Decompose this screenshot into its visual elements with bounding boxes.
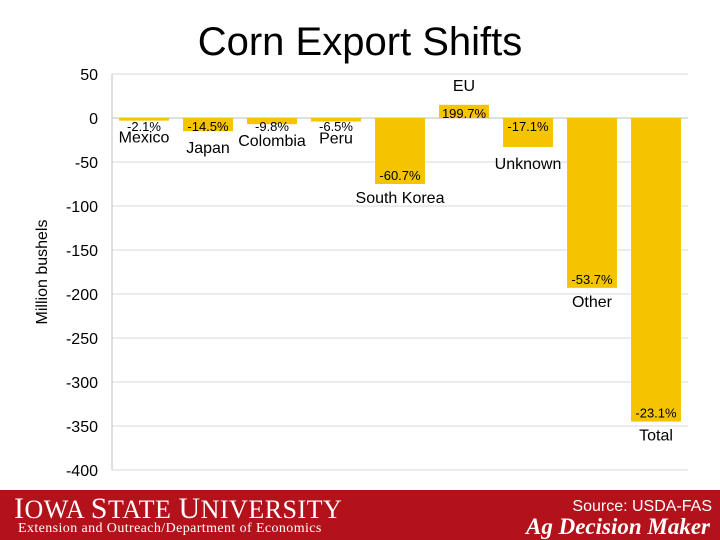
- chart-title: Corn Export Shifts: [197, 20, 523, 64]
- y-tick-label: -200: [66, 287, 98, 304]
- bar: [183, 118, 233, 132]
- category-label: Colombia: [238, 133, 306, 150]
- data-label: -17.1%: [507, 119, 549, 134]
- data-label: -60.7%: [379, 168, 421, 183]
- y-tick-label: 0: [89, 111, 98, 128]
- bar-chart: 50 0 -50 -100 -150 -200 -250 -300 -350 -400 Millio…: [34, 67, 688, 480]
- y-axis-label: Million bushels: [34, 220, 51, 325]
- category-label: EU: [453, 78, 475, 95]
- category-label: Total: [639, 428, 673, 445]
- data-label: -53.7%: [571, 272, 613, 287]
- bar: [631, 118, 681, 422]
- data-label: -9.8%: [255, 119, 289, 134]
- data-label: -23.1%: [635, 406, 677, 421]
- y-tick-label: 50: [80, 67, 98, 84]
- data-label: -2.1%: [127, 119, 161, 134]
- department-text: Extension and Outreach/Department of Eco…: [18, 521, 322, 536]
- y-tick-label: -250: [66, 331, 98, 348]
- category-label: Japan: [186, 140, 230, 157]
- data-label: -14.5%: [187, 119, 229, 134]
- y-tick-label: -50: [75, 155, 98, 172]
- y-tick-label: -300: [66, 375, 98, 392]
- bar: [119, 118, 169, 121]
- y-tick-label: -100: [66, 199, 98, 216]
- university-logo-text: IOWA STATE UNIVERSITY: [14, 492, 343, 525]
- data-label: -6.5%: [319, 119, 353, 134]
- source-text: Source: USDA-FAS: [572, 498, 712, 515]
- bar: [567, 118, 617, 288]
- bar: [503, 118, 553, 148]
- category-label: Other: [572, 294, 613, 311]
- brand-logo-text: Ag Decision Maker: [526, 514, 710, 539]
- bar: [439, 104, 489, 118]
- footer-bar: [0, 490, 720, 540]
- bar: [247, 118, 297, 125]
- category-label: Unknown: [495, 156, 562, 173]
- category-label: Peru: [319, 131, 353, 148]
- y-tick-label: -350: [66, 419, 98, 436]
- data-label: 199.7%: [442, 106, 487, 121]
- bar: [375, 118, 425, 184]
- y-tick-label: -150: [66, 243, 98, 260]
- category-label: South Korea: [356, 190, 445, 207]
- y-tick-label: -400: [66, 463, 98, 480]
- category-label: Mexico: [119, 130, 170, 147]
- bar: [311, 118, 361, 122]
